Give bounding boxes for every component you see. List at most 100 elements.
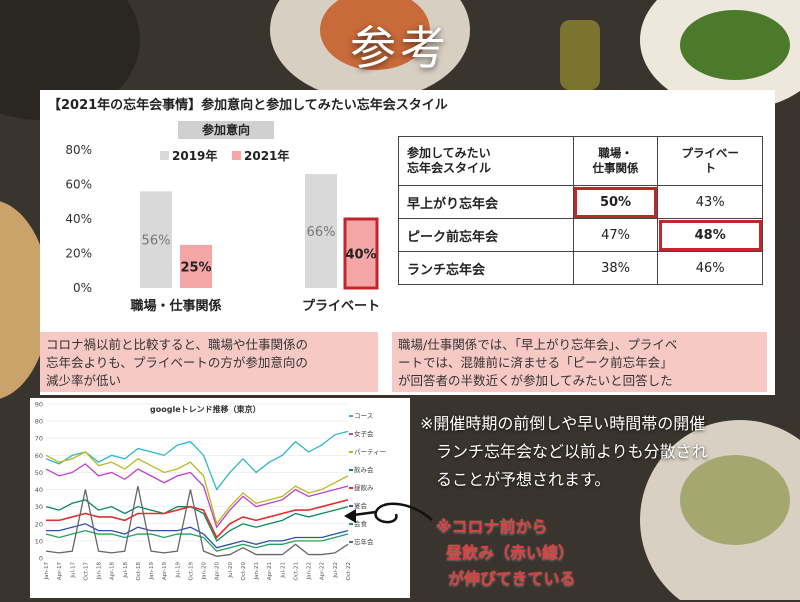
x-tick-label: Apr-20: [215, 562, 221, 581]
series-legend-label: 昼飲み: [354, 483, 374, 492]
google-trend-line-chart: 0 10 20 30 40 50 60 70 80 90 Jan-17 Apr-17 Jul-17 Oct…: [35, 401, 386, 581]
x-tick-label: Apr-19: [162, 562, 168, 581]
table-header-work: 職場・ 仕事関係: [572, 136, 659, 186]
bar-2021年: [343, 217, 379, 290]
x-tick-label: Apr-17: [57, 562, 63, 581]
series-line-パーティー: [45, 451, 349, 526]
bar-section-header: 参加意向: [178, 121, 274, 139]
x-tick-label: Jul-22: [333, 562, 339, 579]
bg-bottle: [560, 20, 600, 90]
y-tick-label: 30: [35, 503, 43, 511]
x-tick-label: Apr-18: [110, 562, 116, 581]
table-row: ランチ忘年会 38% 46%: [398, 251, 763, 285]
x-tick-label: Jan-22: [307, 562, 313, 580]
x-tick-label: Jul-18: [123, 562, 129, 579]
series-legend-label: 忘年会: [354, 537, 374, 546]
y-tick-label: 80: [35, 418, 43, 426]
y-tick-label: 50: [35, 469, 43, 477]
legend-swatch-2019: [160, 151, 169, 160]
note-right-line: 職場/仕事関係では、「早上がり忘年会」、プライベ: [398, 337, 678, 352]
panel-title: 【2021年の忘年会事情】参加意向と参加してみたい忘年会スタイル: [48, 98, 448, 113]
note-left-line: 減少率が低い: [46, 373, 122, 388]
y-tick-label: 80%: [65, 143, 92, 157]
bar-2019年: [140, 191, 172, 288]
note-left-line: コロナ禍以前と比較すると、職場や仕事関係の: [46, 337, 309, 352]
trend-chart-title: googleトレンド推移（東京）: [150, 404, 261, 414]
series-legend-label: パーティー: [354, 448, 386, 456]
bg-salad: [680, 10, 790, 80]
series-line-コース: [45, 430, 349, 491]
survey-panel: 【2021年の忘年会事情】参加意向と参加してみたい忘年会スタイル 参加意向 20…: [40, 90, 775, 395]
x-tick-label: Oct-19: [188, 562, 194, 581]
bar-data-label: 25%: [180, 260, 211, 275]
legend-2021: 2021年: [232, 147, 289, 164]
x-tick-label: Jan-21: [254, 562, 260, 580]
note-left-line: 忘年会よりも、プライベートの方が参加意向の: [46, 355, 308, 370]
x-tick-label: Jan-20: [202, 562, 208, 581]
bar-2019年: [305, 174, 337, 288]
table-row-label: ランチ忘年会: [398, 251, 574, 285]
series-legend-label: コース: [354, 412, 373, 420]
series-legend-label: 女子会: [354, 429, 374, 438]
google-trend-chart-panel: 0 10 20 30 40 50 60 70 80 90 Jan-17 Apr-17 Jul-17 Oct…: [30, 398, 410, 598]
x-tick-label: Jan-19: [149, 562, 155, 581]
series-legend-label: 宴会: [354, 501, 368, 510]
x-tick-label: Oct-22: [346, 562, 352, 581]
y-tick-label: 20%: [65, 247, 92, 261]
table-cell-private: 46%: [657, 251, 763, 285]
x-tick-label: Oct-18: [136, 562, 142, 581]
table-cell-work: 50%: [572, 185, 659, 219]
y-tick-label: 40%: [65, 212, 92, 226]
table-header-style: 参加してみたい 忘年会スタイル: [398, 136, 574, 186]
note-right-line: が回答者の半数近くが参加してみたいと回答した: [398, 373, 673, 388]
remark-line: ランチ忘年会など以前よりも分散され: [420, 442, 708, 461]
bar-data-label: 66%: [307, 225, 336, 240]
y-tick-label: 0: [39, 555, 43, 563]
callout-line: が伸びてきている: [448, 569, 576, 588]
series-line-会食: [45, 529, 349, 552]
y-tick-label: 20: [35, 520, 43, 528]
y-tick-label: 70: [35, 435, 43, 443]
x-tick-label: Apr-22: [320, 562, 326, 580]
table-cell-private: 43%: [657, 185, 763, 219]
callout-line: ※コロナ前から: [436, 517, 548, 536]
series-legend-label: 飲み会: [354, 465, 374, 474]
bar-data-label: 40%: [345, 248, 376, 263]
x-category-label: 職場・仕事関係: [130, 298, 221, 314]
callout-arrow-icon: [344, 502, 433, 524]
y-tick-label: 90: [35, 401, 43, 409]
y-tick-label: 60%: [65, 178, 92, 192]
note-right-line: ートでは、混雑前に済ませる「ピーク前忘年会」: [398, 355, 673, 370]
x-tick-label: Oct-20: [241, 562, 247, 581]
table-cell-work: 38%: [572, 251, 659, 285]
x-tick-label: Oct-17: [83, 562, 89, 581]
legend-swatch-2021: [232, 151, 241, 160]
y-tick-label: 60: [35, 452, 43, 460]
table-cell-private: 48%: [657, 218, 763, 252]
bg-pasta: [320, 0, 430, 70]
series-line-女子会: [45, 463, 349, 529]
bar-2021年: [180, 244, 212, 288]
legend-2019: 2019年: [160, 147, 217, 164]
x-tick-label: Jul-17: [70, 562, 76, 579]
callout-text: ※コロナ前から 昼飲み（赤い線） が伸びてきている: [436, 514, 576, 592]
callout-line: 昼飲み（赤い線）: [446, 543, 575, 562]
x-tick-label: Jul-21: [280, 562, 286, 579]
bg-soup: [680, 455, 790, 545]
table-row-label: 早上がり忘年会: [398, 185, 574, 219]
remark-text: ※開催時期の前倒しや早い時間帯の開催 ランチ忘年会など以前よりも分散され ること…: [420, 410, 780, 494]
series-line-忘年会: [45, 486, 349, 557]
series-line-宴会: [46, 523, 349, 549]
page-title: 参考: [350, 21, 450, 75]
y-tick-label: 40: [35, 486, 43, 494]
remark-line: ることが予想されます。: [420, 470, 611, 489]
series-legend-label: 会食: [354, 519, 368, 528]
remark-line: ※開催時期の前倒しや早い時間帯の開催: [420, 414, 706, 433]
table-row: ピーク前忘年会 47% 48%: [398, 218, 763, 252]
x-tick-label: Jan-18: [97, 562, 103, 581]
legend-label-2019: 2019年: [172, 149, 218, 163]
participation-bar-chart: 0% 20% 40% 60% 80% 56% 25% 職場・仕事関係 66% 40% プライベート: [65, 143, 380, 314]
y-tick-label: 0%: [73, 281, 92, 295]
x-tick-label: Oct-21: [293, 562, 299, 581]
table-row: 早上がり忘年会 50% 43%: [398, 185, 763, 219]
